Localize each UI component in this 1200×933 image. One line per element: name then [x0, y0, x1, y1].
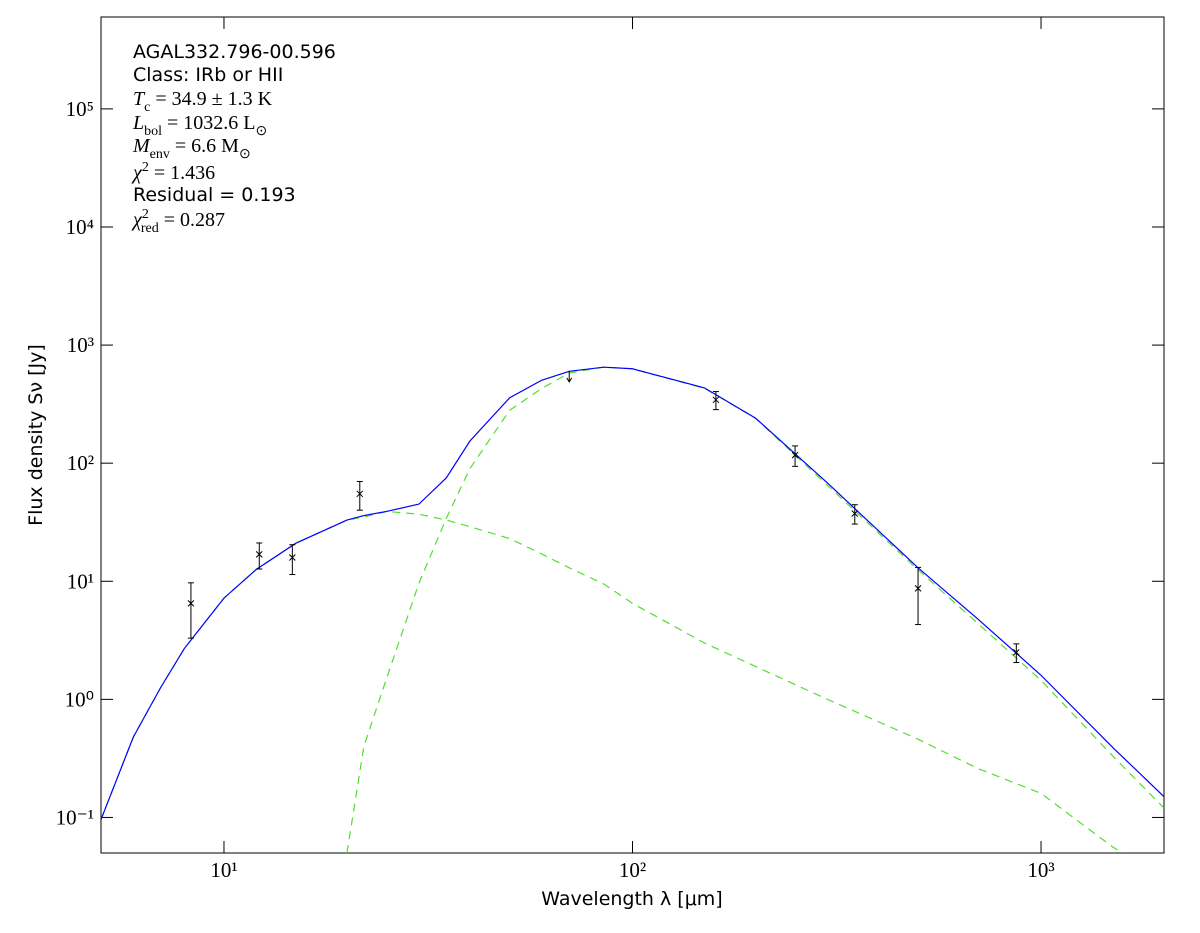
- annotation: χ2 = 1.436: [131, 160, 215, 184]
- y-tick-label: 10⁴: [66, 215, 94, 239]
- data-point: [851, 510, 859, 517]
- annotation-part: bol: [144, 124, 162, 139]
- data-point: [914, 585, 922, 592]
- data-point: [187, 600, 195, 607]
- annotation-part: 2: [142, 207, 149, 222]
- x-tick-label: 10³: [1027, 858, 1054, 882]
- y-tick-label: 10³: [67, 333, 94, 357]
- annotation: Lbol = 1032.6 L⊙: [132, 112, 267, 139]
- annotation-part: L: [132, 112, 144, 134]
- y-tick-label: 10⁵: [66, 97, 94, 121]
- annotation-part: Residual = 0.193: [133, 184, 296, 206]
- model-total: [101, 366, 1164, 820]
- x-axis-label: Wavelength λ [μm]: [541, 888, 722, 910]
- x-tick-label: 10¹: [210, 858, 237, 882]
- annotation: Residual = 0.193: [133, 184, 296, 206]
- upper-limit: [566, 370, 573, 383]
- annotation-part: = 0.287: [159, 209, 225, 231]
- annotation-part: χ: [131, 209, 143, 231]
- model-component: [101, 510, 1124, 853]
- annotation-part: M: [132, 135, 151, 157]
- annotation-part: Class: IRb or HII: [133, 64, 283, 86]
- x-tick-label: 10²: [619, 858, 646, 882]
- annotation-part: AGAL332.796-00.596: [133, 41, 336, 63]
- annotation: χ2 red = 0.287: [131, 207, 225, 236]
- annotation-part: = 1.436: [149, 162, 215, 184]
- curves: [101, 366, 1164, 853]
- annotation-part: 2: [142, 160, 149, 175]
- annotation: Class: IRb or HII: [133, 64, 283, 86]
- y-tick-label: 10²: [67, 451, 94, 475]
- annotation: Tc = 34.9 ± 1.3 K: [133, 88, 273, 115]
- annotation: Menv = 6.6 M⊙: [132, 135, 251, 162]
- data-point: [1012, 649, 1020, 656]
- data-point: [712, 396, 720, 404]
- y-tick-label: 10⁰: [65, 687, 94, 711]
- annotation-part: T: [133, 88, 146, 110]
- annotation-part: = 34.9 ± 1.3 K: [150, 88, 272, 110]
- annotation: AGAL332.796-00.596: [133, 41, 336, 63]
- data-point: [356, 490, 364, 498]
- annotation-part: env: [150, 147, 170, 162]
- annotation-part: = 1032.6 L: [162, 112, 256, 134]
- y-tick-label: 10⁻¹: [56, 805, 94, 829]
- annotation-part: ⊙: [239, 147, 251, 162]
- annotation-part: = 6.6 M: [170, 135, 239, 157]
- annotation-part: χ: [131, 162, 143, 184]
- y-axis-label: Flux density Sν [Jy]: [25, 344, 47, 526]
- data-point: [791, 451, 799, 459]
- annotation-part: red: [141, 221, 159, 236]
- annotation-part: c: [144, 100, 150, 115]
- y-tick-label: 10¹: [67, 569, 94, 593]
- annotation-part: ⊙: [256, 124, 268, 139]
- data-point: [255, 550, 263, 558]
- data-point: [288, 554, 296, 561]
